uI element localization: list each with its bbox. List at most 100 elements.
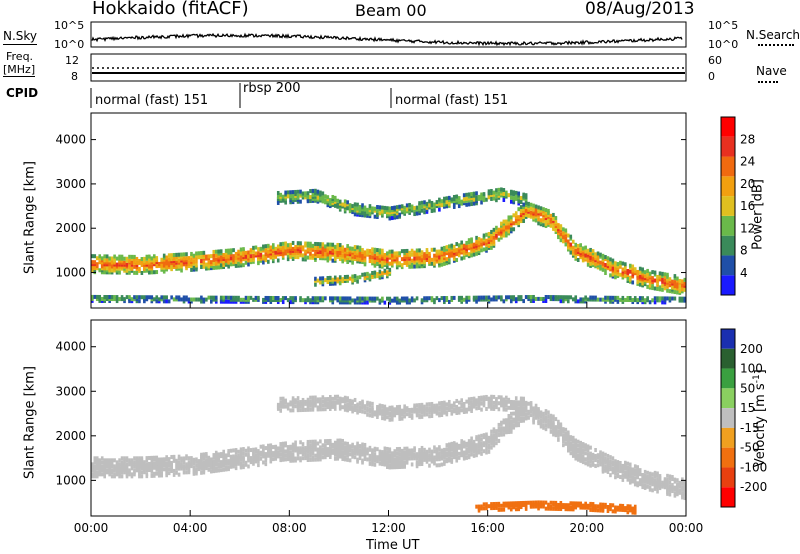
power-cell	[378, 211, 382, 216]
velocity-cell	[445, 406, 449, 411]
velocity-cell	[562, 435, 565, 440]
velocity-cell	[633, 510, 637, 515]
velocity-cell	[296, 448, 300, 453]
velocity-cell	[438, 407, 441, 412]
velocity-cell	[418, 456, 421, 461]
velocity-cell	[420, 408, 424, 413]
power-cell	[314, 188, 317, 193]
velocity-cell	[239, 451, 243, 456]
velocity-cell	[462, 454, 466, 459]
velocity-cell	[301, 452, 305, 457]
power-cell	[666, 272, 669, 277]
velocity-cell	[413, 456, 416, 461]
velocity-cell	[428, 453, 431, 458]
velocity-cell	[509, 419, 513, 424]
velocity-cell	[346, 402, 349, 407]
velocity-cell	[443, 455, 446, 460]
velocity-cell	[552, 426, 555, 431]
velocity-cell	[631, 477, 635, 482]
velocity-cell	[681, 485, 684, 490]
power-cell	[338, 296, 342, 301]
velocity-cell	[152, 457, 156, 462]
velocity-cell	[472, 441, 476, 446]
power-cell	[455, 252, 459, 257]
velocity-cell	[512, 411, 516, 416]
velocity-cell	[591, 454, 595, 459]
velocity-cell	[125, 468, 129, 473]
velocity-cell	[319, 405, 322, 410]
velocity-cell	[591, 508, 595, 513]
velocity-cell	[170, 465, 173, 469]
velocity-cell	[420, 410, 424, 415]
velocity-cell	[564, 435, 568, 440]
velocity-cell	[460, 404, 463, 409]
velocity-cell	[539, 412, 543, 417]
velocity-cell	[195, 459, 198, 464]
velocity-cell	[547, 504, 550, 509]
velocity-cell	[586, 444, 590, 449]
velocity-cell	[581, 505, 585, 510]
power-cell	[212, 257, 216, 262]
velocity-cell	[170, 460, 173, 465]
power-cell	[552, 224, 555, 229]
velocity-cell	[386, 450, 389, 455]
power-cell	[500, 221, 503, 226]
power-cell	[542, 296, 545, 301]
velocity-cell	[331, 404, 335, 409]
velocity-cell	[361, 405, 364, 410]
power-cell	[157, 261, 161, 266]
power-cell	[611, 295, 615, 300]
power-cell	[522, 192, 525, 197]
power-cell	[331, 258, 335, 263]
power-cell	[331, 242, 335, 247]
power-cell	[460, 240, 463, 245]
power-cell	[244, 260, 248, 265]
velocity-cell	[567, 505, 570, 510]
velocity-cell	[346, 398, 349, 403]
velocity-cell	[341, 444, 344, 449]
velocity-cell	[671, 489, 674, 494]
velocity-cell	[599, 508, 602, 513]
velocity-cell	[445, 447, 449, 452]
power-cbar-tick-label-5: 24	[740, 155, 755, 169]
power-cbar-tick-label-6: 28	[740, 132, 755, 146]
velocity-cell	[480, 451, 483, 456]
velocity-cell	[626, 469, 630, 474]
velocity-cell	[599, 450, 602, 455]
velocity-cell	[445, 453, 449, 458]
velocity-cell	[594, 506, 597, 511]
velocity-cell	[304, 450, 307, 455]
velocity-cell	[197, 467, 201, 472]
velocity-cell	[673, 477, 677, 482]
velocity-cell	[91, 464, 94, 469]
velocity-cell	[571, 435, 575, 440]
power-cell	[651, 298, 654, 303]
power-cell	[487, 295, 491, 300]
velocity-cell	[403, 446, 406, 451]
power-cell	[522, 205, 525, 210]
power-cell	[673, 290, 677, 295]
velocity-cell	[507, 413, 511, 418]
velocity-cell	[383, 408, 387, 413]
velocity-cell	[497, 407, 501, 412]
velocity-cell	[547, 414, 550, 419]
velocity-cell	[247, 446, 250, 451]
velocity-cell	[210, 465, 213, 470]
velocity-cell	[507, 430, 511, 435]
power-cell	[418, 248, 421, 253]
velocity-cell	[410, 415, 414, 420]
velocity-cell	[569, 501, 573, 506]
velocity-cell	[505, 395, 508, 400]
power-cell	[400, 257, 404, 262]
velocity-cell	[306, 397, 310, 402]
velocity-cell	[480, 397, 483, 402]
velocity-cell	[567, 448, 570, 453]
velocity-cell	[490, 404, 493, 409]
velocity-cell	[609, 467, 612, 472]
velocity-cell	[460, 451, 463, 456]
velocity-cell	[621, 503, 625, 508]
velocity-cell	[393, 409, 397, 414]
velocity-cell	[616, 464, 620, 469]
velocity-cell	[130, 458, 134, 463]
velocity-cell	[135, 458, 139, 463]
